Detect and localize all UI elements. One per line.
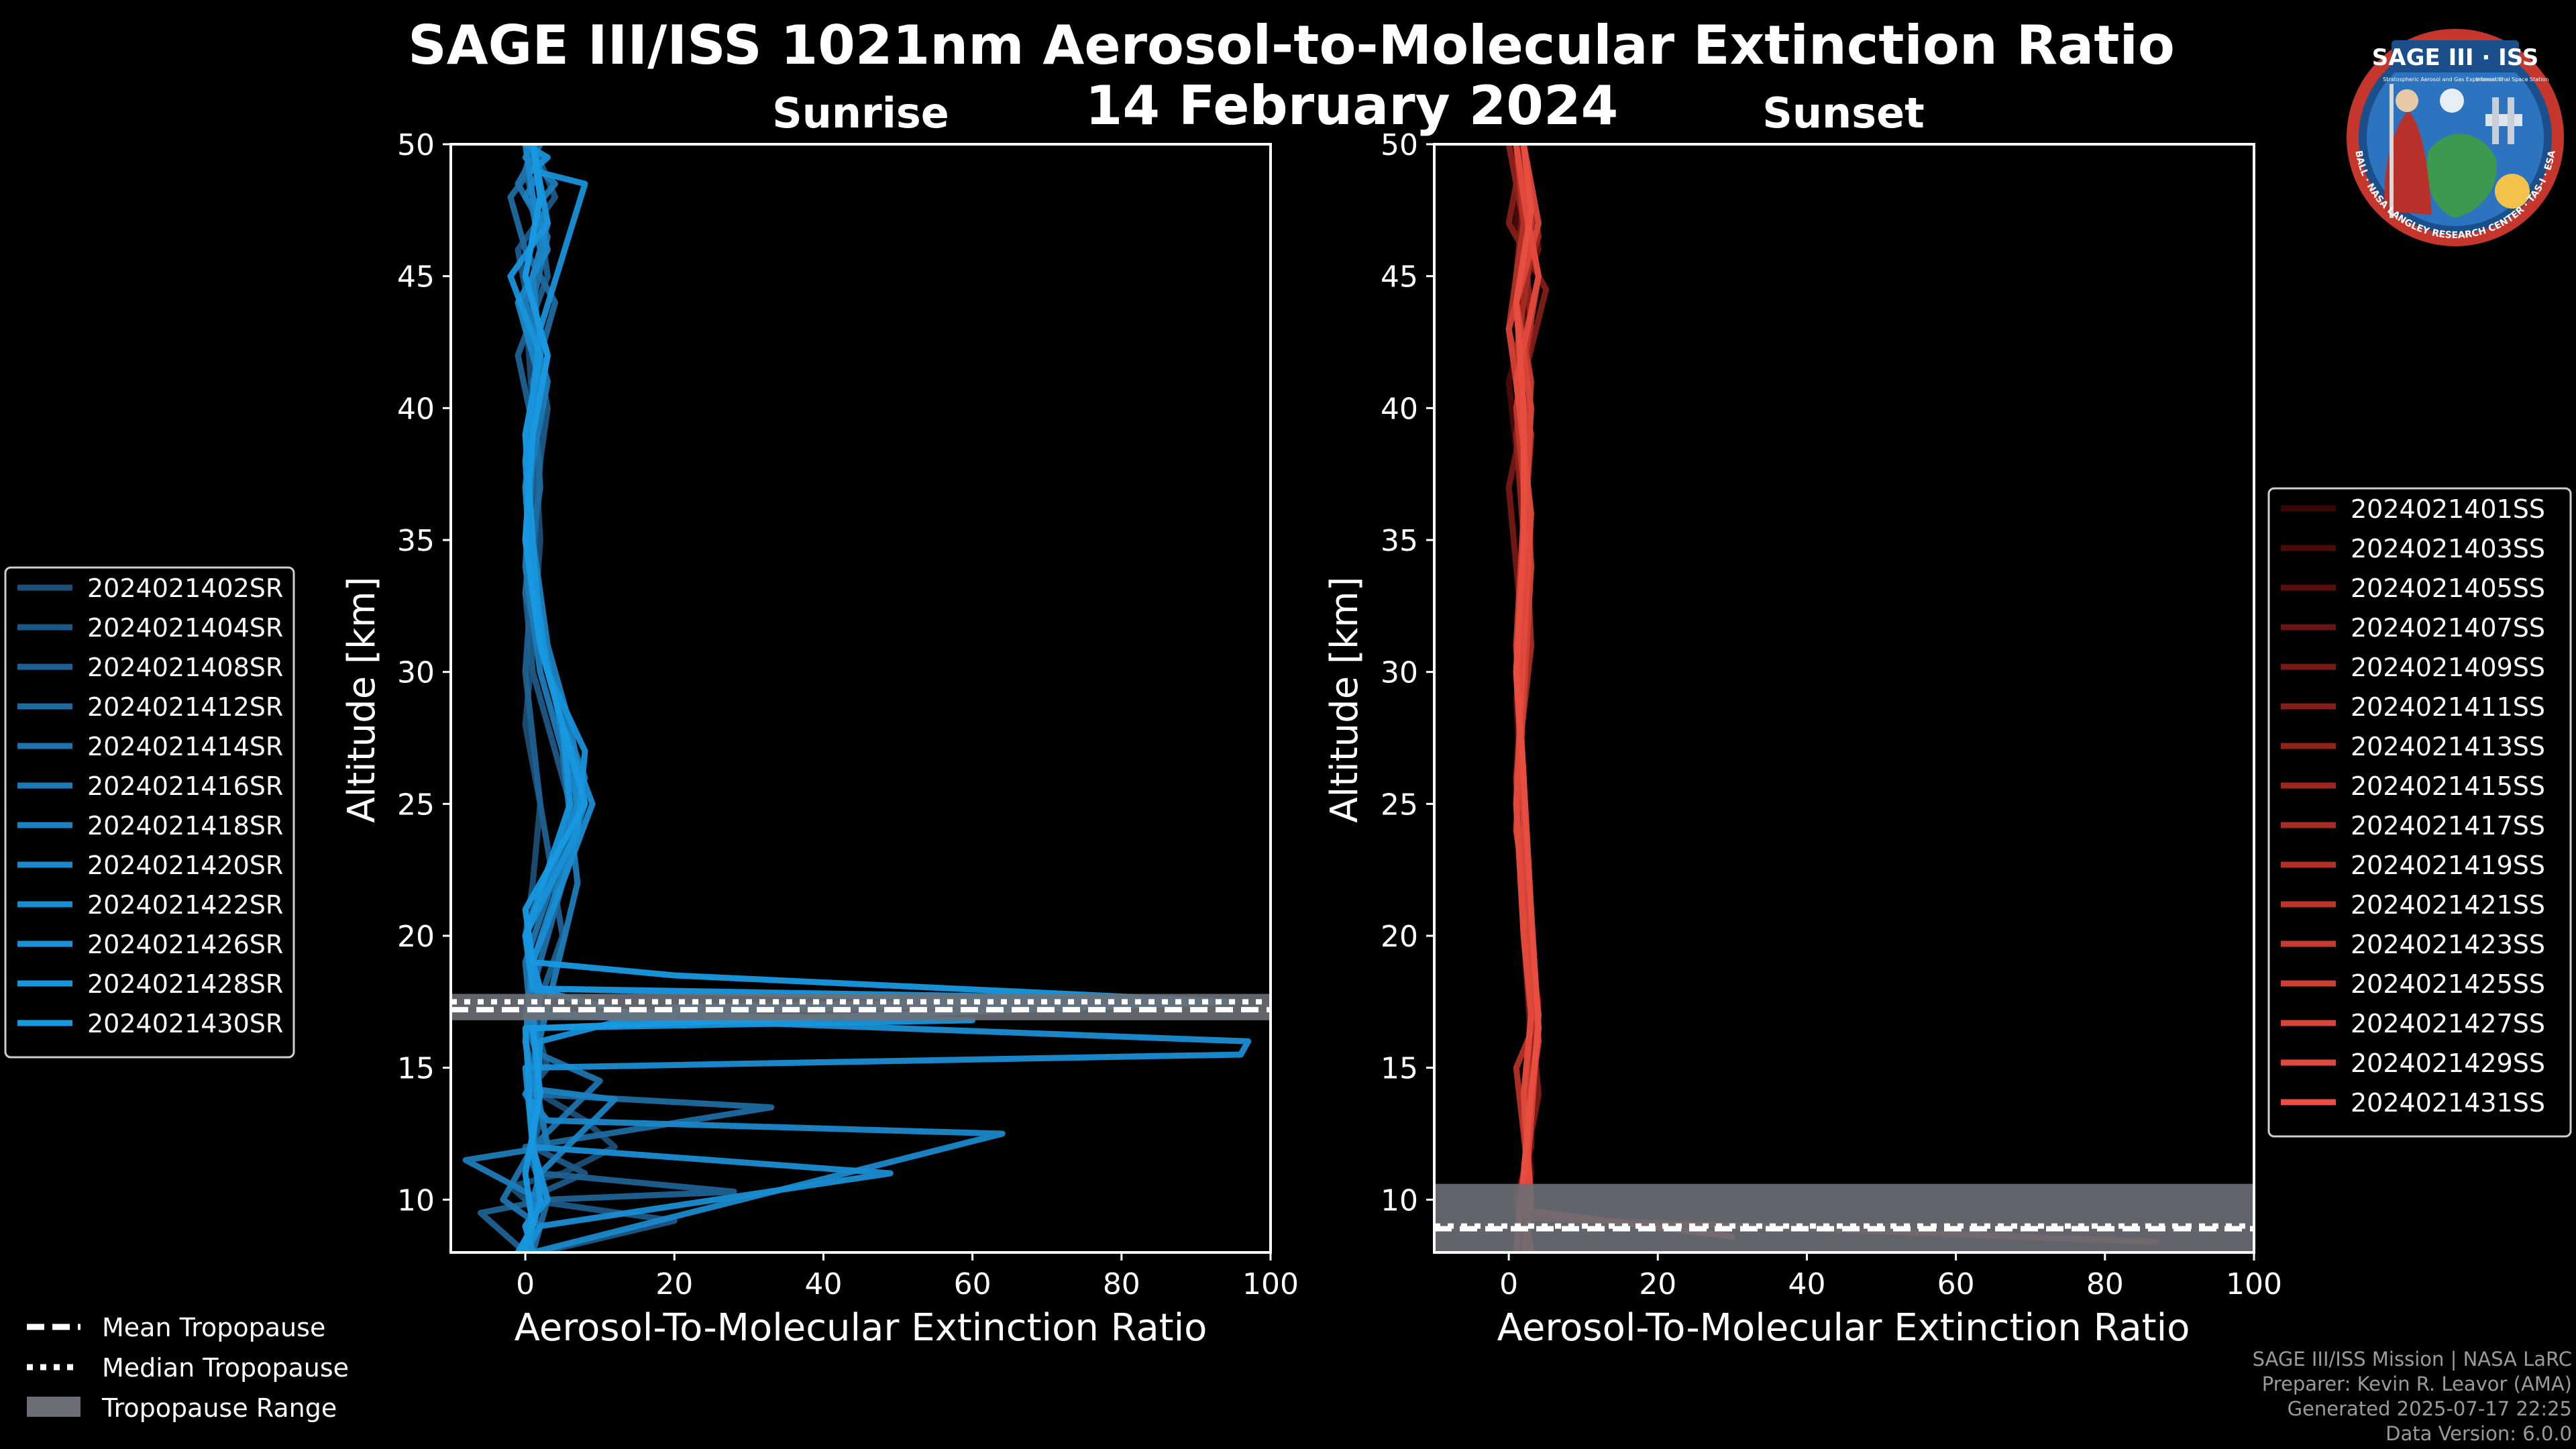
sunset-series-line-2024021431SS <box>1513 144 1542 1252</box>
astronomer-figure-icon <box>2384 111 2432 215</box>
sunrise-y-tick-label: 20 <box>397 920 435 954</box>
sunset-axes-frame <box>1433 143 2255 1254</box>
sun-icon <box>2495 174 2530 209</box>
sunset-legend-entry-label: 2024021411SS <box>2351 692 2545 722</box>
sunset-legend-entry-label: 2024021429SS <box>2351 1049 2545 1078</box>
sunset-legend-entry-label: 2024021417SS <box>2351 811 2545 841</box>
credit-generated: Generated 2025-07-17 22:25 <box>2287 1397 2572 1420</box>
sunset-y-tick-label: 25 <box>1381 788 1418 822</box>
sunset-y-tick-label: 30 <box>1381 656 1418 690</box>
sunset-legend-entry-label: 2024021405SS <box>2351 574 2545 603</box>
sunrise-plot-area <box>451 144 1271 1252</box>
sunset-y-tick-label: 10 <box>1381 1183 1418 1218</box>
sunrise-x-tick-label: 60 <box>954 1267 991 1301</box>
sunrise-x-tick-label: 80 <box>1103 1267 1140 1301</box>
tropopause-range-swatch <box>27 1397 80 1417</box>
figure-title: SAGE III/ISS 1021nm Aerosol-to-Molecular… <box>408 14 2175 76</box>
sunset-y-axis-label: Altitude [km] <box>1323 576 1366 822</box>
sunset-legend-entry-label: 2024021431SS <box>2351 1088 2545 1118</box>
badge-name: SAGE III · ISS <box>2372 44 2538 71</box>
credit-preparer: Preparer: Kevin R. Leavor (AMA) <box>2261 1373 2572 1395</box>
sunset-subplot-title: Sunset <box>1762 89 1925 138</box>
tropopause-range-label: Tropopause Range <box>101 1393 337 1423</box>
sunset-y-tick-label: 20 <box>1381 920 1418 954</box>
median-tropopause-label: Median Tropopause <box>102 1353 349 1383</box>
sunrise-x-tick-label: 40 <box>804 1267 842 1301</box>
credit-data-version: Data Version: 6.0.0 <box>2385 1422 2572 1445</box>
sunrise-legend: 2024021402SR 2024021404SR 2024021408SR 2024… <box>4 566 295 1059</box>
sunset-y-tick-label: 15 <box>1381 1052 1418 1086</box>
badge-subtitle: Stratospheric Aerosol and Gas Experiment… <box>2383 76 2503 83</box>
sunset-y-tick-label: 35 <box>1381 524 1418 558</box>
sunrise-y-tick-label: 25 <box>397 788 435 822</box>
sunset-legend-entry-label: 2024021419SS <box>2351 851 2545 880</box>
sunset-x-tick-label: 40 <box>1788 1267 1825 1301</box>
badge-station: International Space Station <box>2476 76 2549 83</box>
sunset-legend-frame <box>2267 487 2572 1138</box>
sunrise-y-tick-label: 45 <box>397 260 435 294</box>
sunset-legend: 2024021401SS 2024021403SS 2024021405SS 2024… <box>2267 487 2572 1138</box>
sunset-x-tick-label: 100 <box>2226 1267 2282 1301</box>
sunrise-y-tick-label: 40 <box>397 392 435 426</box>
sunrise-legend-entry-label: 2024021418SR <box>87 811 283 841</box>
sunset-x-axis-label: Aerosol-To-Molecular Extinction Ratio <box>1497 1306 2190 1350</box>
mean-tropopause-label: Mean Tropopause <box>102 1313 325 1342</box>
sunrise-legend-entry-label: 2024021430SR <box>87 1009 283 1038</box>
sunrise-legend-entry-label: 2024021422SR <box>87 890 283 920</box>
sunset-legend-entry-label: 2024021421SS <box>2351 890 2545 920</box>
sunset-x-tick-label: 80 <box>2086 1267 2124 1301</box>
sunrise-y-tick-label: 30 <box>397 656 435 690</box>
sunrise-legend-entry-label: 2024021414SR <box>87 732 283 761</box>
sunrise-legend-entry-label: 2024021404SR <box>87 613 283 643</box>
sunrise-plot: 0 20 40 60 80 100 10 15 20 25 30 35 40 45 50 <box>397 128 1299 1301</box>
sunset-x-tick-label: 60 <box>1937 1267 1975 1301</box>
sunrise-legend-entry-label: 2024021402SR <box>87 574 283 603</box>
sunrise-legend-entry-label: 2024021428SR <box>87 969 283 999</box>
sunset-x-tick-label: 20 <box>1639 1267 1676 1301</box>
sunrise-legend-entry-label: 2024021412SR <box>87 692 283 722</box>
sunrise-series-line-2024021428SR <box>507 144 976 1252</box>
sunrise-legend-entry-label: 2024021416SR <box>87 771 283 801</box>
sunset-legend-entry-label: 2024021425SS <box>2351 969 2545 999</box>
tropopause-legend: Mean Tropopause Median Tropopause Tropop… <box>27 1313 349 1423</box>
sunrise-x-tick-label: 0 <box>516 1267 535 1301</box>
moon-icon <box>2440 89 2464 113</box>
sunrise-axes-frame <box>449 143 1272 1254</box>
sunset-legend-entry-label: 2024021409SS <box>2351 653 2545 682</box>
sunrise-legend-frame <box>4 566 295 1059</box>
sunset-legend-entry-label: 2024021413SS <box>2351 732 2545 761</box>
sunrise-y-tick-label: 50 <box>397 128 435 162</box>
sunrise-x-tick-label: 20 <box>655 1267 693 1301</box>
sunrise-y-tick-label: 35 <box>397 524 435 558</box>
sunset-plot: 0 20 40 60 80 100 10 15 20 25 30 35 40 45 50 <box>1381 128 2282 1301</box>
sunset-tropopause-range <box>1434 1183 2254 1252</box>
sunset-legend-entry-label: 2024021415SS <box>2351 771 2545 801</box>
sunrise-legend-entry-label: 2024021426SR <box>87 930 283 959</box>
sunrise-series-line-2024021430SR <box>515 144 1236 1252</box>
sunset-legend-entry-label: 2024021423SS <box>2351 930 2545 959</box>
sunset-legend-entry-label: 2024021401SS <box>2351 494 2545 524</box>
sage-mission-badge: SAGE III · ISS Stratospheric Aerosol and… <box>2347 29 2564 246</box>
sunrise-x-tick-label: 100 <box>1242 1267 1299 1301</box>
sunset-y-tick-label: 40 <box>1381 392 1418 426</box>
sunrise-x-axis-label: Aerosol-To-Molecular Extinction Ratio <box>515 1306 1208 1350</box>
sunrise-y-tick-label: 10 <box>397 1183 435 1218</box>
satellite-icon <box>2485 114 2522 126</box>
sunset-legend-entry-label: 2024021407SS <box>2351 613 2545 643</box>
sunset-y-tick-label: 50 <box>1381 128 1418 162</box>
sunrise-legend-entry-label: 2024021420SR <box>87 851 283 880</box>
sunset-legend-entry-label: 2024021403SS <box>2351 534 2545 564</box>
sunrise-y-tick-label: 15 <box>397 1052 435 1086</box>
sunset-x-tick-label: 0 <box>1499 1267 1518 1301</box>
sunrise-y-axis-label: Altitude [km] <box>340 576 384 822</box>
sunset-legend-entry-label: 2024021427SS <box>2351 1009 2545 1038</box>
credit-mission: SAGE III/ISS Mission | NASA LaRC <box>2252 1348 2572 1371</box>
sunset-plot-area <box>1434 144 2254 1252</box>
sunrise-legend-entry-label: 2024021408SR <box>87 653 283 682</box>
sunset-y-tick-label: 45 <box>1381 260 1418 294</box>
figure-date: 14 February 2024 <box>1085 74 1619 137</box>
sunrise-subplot-title: Sunrise <box>772 89 949 138</box>
